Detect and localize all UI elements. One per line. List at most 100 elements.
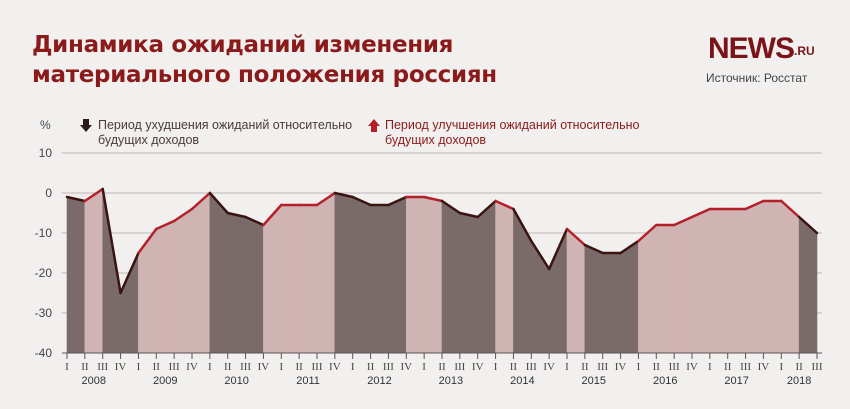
series-line-segment <box>530 239 551 271</box>
quarter-label: II <box>153 361 161 373</box>
area-segment <box>263 204 282 354</box>
area-segment <box>441 200 461 354</box>
area-segment <box>780 200 800 354</box>
area-segment <box>334 192 354 354</box>
quarter-label: I <box>494 361 498 373</box>
area-segment <box>745 200 764 354</box>
quarter-label: III <box>669 361 680 373</box>
quarter-label: III <box>383 361 394 373</box>
area-segment <box>298 204 318 354</box>
quarter-label: II <box>81 361 89 373</box>
area-segment <box>691 208 711 354</box>
quarter-label: IV <box>115 361 127 373</box>
area-segment <box>66 196 86 354</box>
quarter-label: IV <box>400 361 412 373</box>
series-line-segment <box>172 207 194 223</box>
quarter-label: IV <box>329 361 341 373</box>
y-tick-label: -20 <box>35 266 53 280</box>
series-line-segment <box>190 191 212 211</box>
logo-suffix: .RU <box>794 44 815 58</box>
chart-title: Динамика ожиданий изменения материальног… <box>32 32 497 88</box>
area-segment <box>513 207 532 354</box>
year-label: 2015 <box>582 375 606 387</box>
quarter-label: I <box>637 361 641 373</box>
area-segment <box>245 216 264 354</box>
area-segment <box>459 212 479 354</box>
area-segment <box>602 252 621 354</box>
area-segment <box>584 244 604 354</box>
quarter-label: I <box>422 361 426 373</box>
quarter-label: I <box>279 361 283 373</box>
year-label: 2010 <box>224 375 248 387</box>
series-line-segment <box>780 199 801 219</box>
area-segment <box>727 208 746 354</box>
year-label: 2013 <box>439 375 463 387</box>
legend-improve: Период улучшения ожиданий относительно б… <box>385 118 640 147</box>
series-line-segment <box>422 195 444 203</box>
series-line-segment <box>440 199 462 215</box>
quarter-label: III <box>169 361 180 373</box>
source-label: Источник: Росстат <box>706 71 808 85</box>
year-label: 2009 <box>153 375 177 387</box>
area-segment <box>477 200 496 354</box>
series-line-segment <box>583 243 604 255</box>
series-line-segment <box>333 191 354 199</box>
series-line-segment <box>155 219 176 231</box>
y-tick-label: 10 <box>39 146 53 160</box>
series-line-segment <box>458 211 479 219</box>
area-segment <box>423 196 443 354</box>
series-line-segment <box>65 195 87 203</box>
year-label: 2017 <box>724 375 748 387</box>
series-line-segment <box>226 211 247 219</box>
series-line-segment <box>315 191 337 207</box>
y-axis-label: % <box>40 118 51 132</box>
arrow-down-icon <box>80 119 92 132</box>
quarter-label: IV <box>758 361 770 373</box>
quarter-label: IV <box>472 361 484 373</box>
legend-decline: Период ухудшения ожиданий относительно б… <box>98 118 353 147</box>
quarter-label: II <box>795 361 803 373</box>
quarter-label: I <box>137 361 141 373</box>
quarter-label: IV <box>186 361 198 373</box>
quarter-label: III <box>454 361 465 373</box>
y-tick-label: -30 <box>35 306 53 320</box>
area-segment <box>227 212 246 354</box>
series-line-segment <box>690 207 712 219</box>
series-line-segment <box>494 199 515 211</box>
series-line-segment <box>619 239 640 255</box>
series-line-segment <box>137 227 158 255</box>
year-label: 2018 <box>787 375 811 387</box>
area-segment <box>280 204 300 354</box>
news-logo[interactable]: NEWS.RU <box>708 34 815 64</box>
quarter-label: II <box>653 361 661 373</box>
area-segment <box>352 196 371 354</box>
quarter-label: II <box>581 361 589 373</box>
quarter-label: I <box>65 361 69 373</box>
area-segment <box>370 204 389 354</box>
quarter-label: II <box>438 361 446 373</box>
area-segment <box>655 224 675 354</box>
area-segment <box>84 188 104 354</box>
area-segment <box>209 192 229 354</box>
area-segment <box>763 200 782 354</box>
series-line-segment <box>547 227 569 271</box>
year-label: 2016 <box>653 375 677 387</box>
arrow-up-icon <box>368 119 380 132</box>
series-line-segment <box>797 215 819 235</box>
series-line-segment <box>262 203 283 227</box>
series-line-segment <box>387 195 408 207</box>
quarter-label: I <box>208 361 212 373</box>
area-segment <box>173 208 193 354</box>
series-line-segment <box>83 187 104 203</box>
quarter-label: II <box>724 361 732 373</box>
area-segment <box>638 224 657 354</box>
series-line-segment <box>744 199 765 211</box>
quarter-label: IV <box>615 361 627 373</box>
series-line-segment <box>119 251 140 295</box>
quarter-label: II <box>295 361 303 373</box>
quarter-label: I <box>708 361 712 373</box>
year-label: 2014 <box>510 375 534 387</box>
area-segment <box>191 192 211 354</box>
area-segment <box>388 196 407 354</box>
